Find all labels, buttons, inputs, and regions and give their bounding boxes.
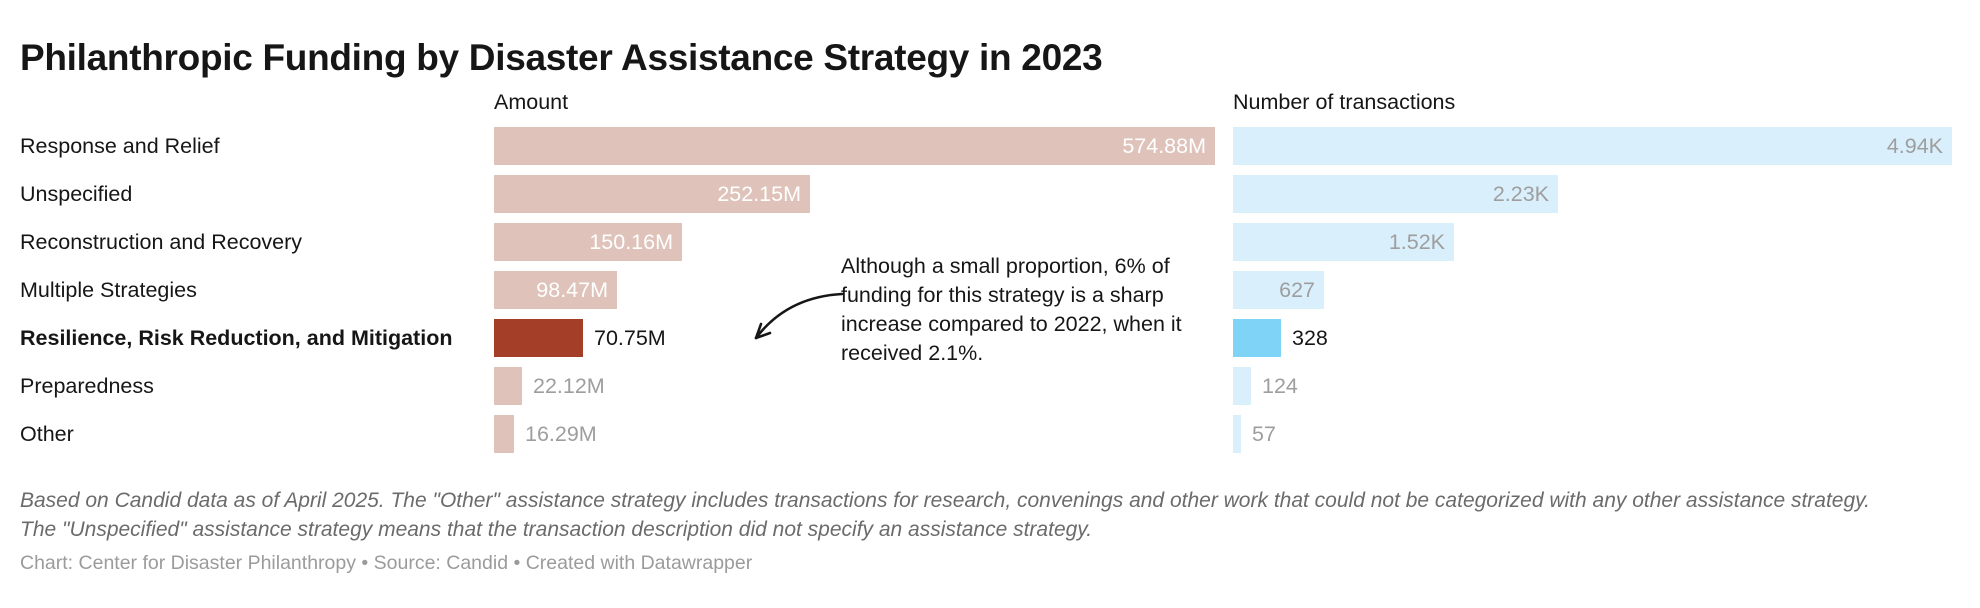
transactions-bar bbox=[1233, 319, 1281, 357]
amount-bar bbox=[494, 175, 810, 213]
transactions-bar bbox=[1233, 415, 1241, 453]
annotation-text: Although a small proportion, 6% of fundi… bbox=[841, 254, 1182, 365]
amount-value-label: 16.29M bbox=[525, 422, 597, 446]
amount-bar bbox=[494, 415, 514, 453]
transactions-value-label: 328 bbox=[1292, 326, 1328, 350]
transactions-value-label: 627 bbox=[1279, 278, 1315, 302]
amount-bar bbox=[494, 367, 522, 405]
annotation-arrow-icon bbox=[754, 292, 844, 340]
amount-value-label: 98.47M bbox=[536, 278, 608, 302]
transactions-bar bbox=[1233, 367, 1251, 405]
transactions-value-label: 124 bbox=[1262, 374, 1298, 398]
amount-bar bbox=[494, 223, 682, 261]
amount-value-label: 22.12M bbox=[533, 374, 605, 398]
transactions-value-label: 2.23K bbox=[1492, 182, 1549, 206]
transactions-value-label: 1.52K bbox=[1388, 230, 1445, 254]
transactions-column-header: Number of transactions bbox=[1233, 90, 1456, 114]
category-label: Reconstruction and Recovery bbox=[20, 230, 303, 254]
chart-byline: Chart: Center for Disaster Philanthropy … bbox=[20, 552, 753, 574]
amount-value-label: 150.16M bbox=[589, 230, 673, 254]
amount-bar bbox=[494, 319, 583, 357]
category-label: Multiple Strategies bbox=[20, 278, 197, 302]
transactions-bar bbox=[1233, 127, 1952, 165]
transactions-bar bbox=[1233, 175, 1558, 213]
amount-bar bbox=[494, 127, 1215, 165]
category-label: Response and Relief bbox=[20, 134, 220, 158]
chart-notes: Based on Candid data as of April 2025. T… bbox=[20, 489, 1870, 541]
transactions-value-label: 57 bbox=[1252, 422, 1276, 446]
transactions-value-label: 4.94K bbox=[1886, 134, 1943, 158]
category-label: Preparedness bbox=[20, 374, 154, 398]
amount-bar bbox=[494, 271, 617, 309]
category-label: Unspecified bbox=[20, 182, 133, 206]
amount-value-label: 70.75M bbox=[594, 326, 666, 350]
category-label: Other bbox=[20, 422, 74, 446]
chart-title: Philanthropic Funding by Disaster Assist… bbox=[20, 36, 1103, 78]
transactions-bar bbox=[1233, 223, 1454, 261]
amount-value-label: 574.88M bbox=[1122, 134, 1206, 158]
category-label: Resilience, Risk Reduction, and Mitigati… bbox=[20, 326, 453, 350]
amount-value-label: 252.15M bbox=[717, 182, 801, 206]
transactions-bar bbox=[1233, 271, 1324, 309]
amount-column-header: Amount bbox=[494, 90, 569, 114]
